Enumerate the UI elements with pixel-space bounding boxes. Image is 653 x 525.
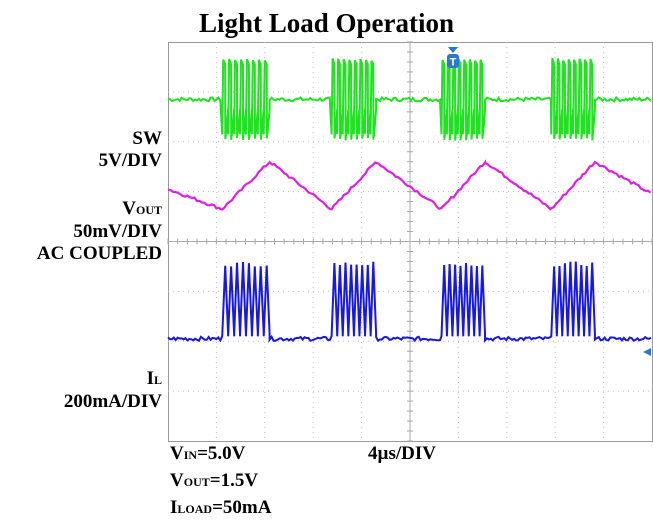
timebase-label: 4µs/DIV — [368, 443, 436, 464]
vout-scale: 50mV/DIV — [73, 221, 162, 242]
sw-trace — [167, 57, 652, 141]
vout-name: VOUT — [122, 198, 162, 219]
trigger-marker: T — [447, 47, 459, 69]
iload-condition: ILOAD=50mA — [170, 497, 272, 518]
il-trace — [167, 261, 652, 343]
sw-label: SW 5V/DIV — [99, 128, 162, 172]
vout-coupling: AC COUPLED — [36, 243, 162, 264]
il-label: IL 200mA/DIV — [64, 368, 162, 413]
vout-condition: VOUT=1.5V — [170, 470, 259, 491]
vout-label: VOUT 50mV/DIV AC COUPLED — [37, 198, 162, 265]
vout-trace — [168, 159, 652, 211]
ground-level-arrow-icon — [643, 348, 651, 356]
il-scale: 200mA/DIV — [63, 391, 162, 412]
chart-title: Light Load Operation — [198, 8, 455, 38]
trigger-letter: T — [450, 57, 457, 69]
vin-condition: VIN=5.0V — [170, 443, 246, 464]
sw-scale: 5V/DIV — [98, 150, 162, 171]
sw-name: SW — [132, 128, 162, 149]
il-name: IL — [146, 368, 162, 389]
scope-traces — [167, 57, 652, 343]
trigger-arrow-icon — [448, 47, 458, 53]
trigger-box — [447, 54, 459, 68]
